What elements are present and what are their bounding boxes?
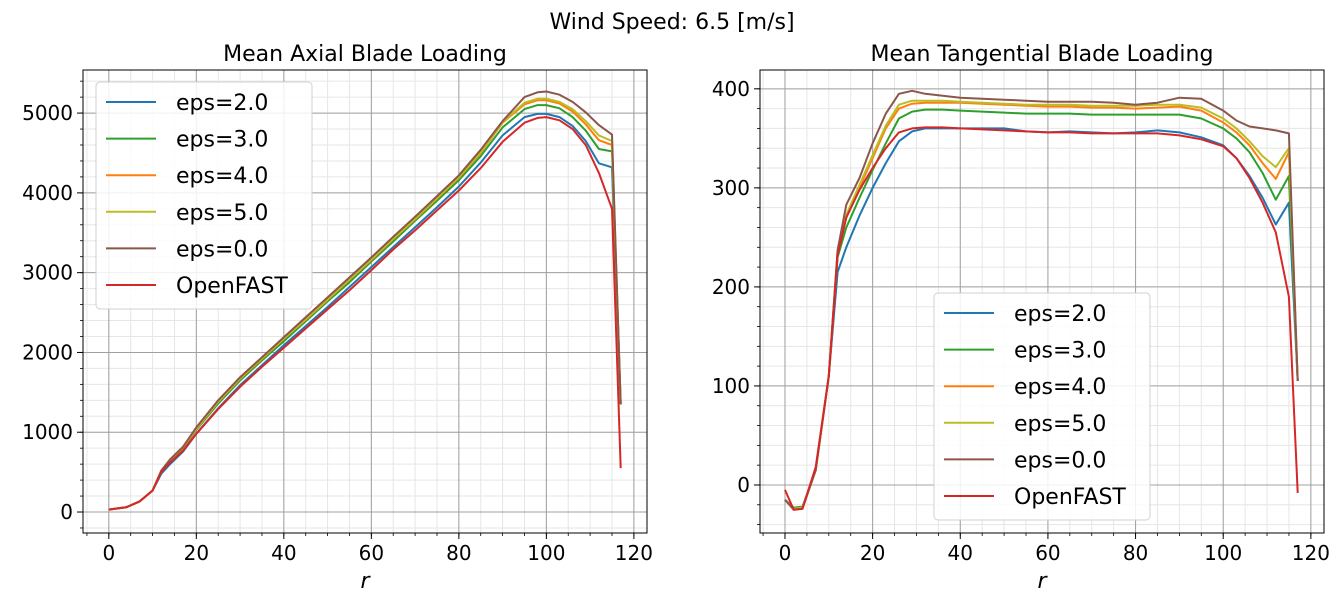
- x-tick-label: 80: [1123, 541, 1148, 565]
- x-tick-label: 0: [779, 541, 792, 565]
- y-tick-label: 0: [737, 473, 750, 497]
- series-line-eps-0-0: [784, 89, 1299, 511]
- x-tick-label: 80: [446, 541, 471, 565]
- axial-loading-chart: 0 20 40 60 80 100 120 0 1000 2000 3000 4000 5000 Mean…: [22, 42, 653, 594]
- series-line-eps-2-0: [108, 112, 622, 511]
- legend-label: eps=3.0: [1014, 339, 1106, 364]
- y-tick-label: 0: [60, 500, 73, 524]
- x-tick-label: 60: [359, 541, 384, 565]
- x-tick-label: 120: [615, 541, 653, 565]
- chart-title: Mean Axial Blade Loading: [223, 42, 507, 67]
- y-tick-label: 200: [712, 275, 750, 299]
- y-tick-label: 400: [712, 77, 750, 101]
- axes-frame: [82, 69, 648, 534]
- x-tick-label: 60: [1035, 541, 1060, 565]
- series-line-eps-0-0: [108, 90, 622, 511]
- series-line-eps-3-0: [784, 108, 1299, 509]
- legend-label: OpenFAST: [1014, 485, 1126, 510]
- legend-label: eps=2.0: [1014, 302, 1106, 327]
- series-line-openfast: [784, 126, 1299, 511]
- y-tick-label: 300: [712, 176, 750, 200]
- x-axis-label: r: [1037, 569, 1048, 594]
- legend-label: eps=5.0: [1014, 412, 1106, 437]
- x-tick-label: 20: [184, 541, 209, 565]
- suptitle: Wind Speed: 6.5 [m/s]: [549, 10, 794, 35]
- legend-label: eps=0.0: [176, 237, 268, 262]
- x-tick-label: 100: [527, 541, 565, 565]
- x-tick-label: 0: [102, 541, 115, 565]
- y-tick-label: 3000: [22, 261, 73, 285]
- series-line-openfast: [108, 116, 622, 511]
- x-tick-label: 40: [271, 541, 296, 565]
- y-tick-label: 5000: [22, 101, 73, 125]
- legend-label: OpenFAST: [176, 274, 288, 299]
- axes-frame: [759, 69, 1325, 534]
- legend-label: eps=3.0: [176, 128, 268, 153]
- legend-label: eps=0.0: [1014, 448, 1106, 473]
- chart-title: Mean Tangential Blade Loading: [871, 42, 1214, 67]
- legend-label: eps=4.0: [1014, 375, 1106, 400]
- x-axis-label: r: [360, 569, 371, 594]
- y-tick-label: 2000: [22, 340, 73, 364]
- x-tick-label: 100: [1204, 541, 1242, 565]
- tangential-loading-chart: 0 20 40 60 80 100 120 0 100 200 300 400 Mean Tangent…: [712, 42, 1330, 594]
- legend-label: eps=4.0: [176, 164, 268, 189]
- legend-label: eps=2.0: [176, 91, 268, 116]
- legend-label: eps=5.0: [176, 201, 268, 226]
- y-tick-label: 1000: [22, 420, 73, 444]
- x-tick-label: 40: [948, 541, 973, 565]
- y-tick-label: 4000: [22, 181, 73, 205]
- x-tick-label: 20: [860, 541, 885, 565]
- y-tick-label: 100: [712, 374, 750, 398]
- x-tick-label: 120: [1292, 541, 1330, 565]
